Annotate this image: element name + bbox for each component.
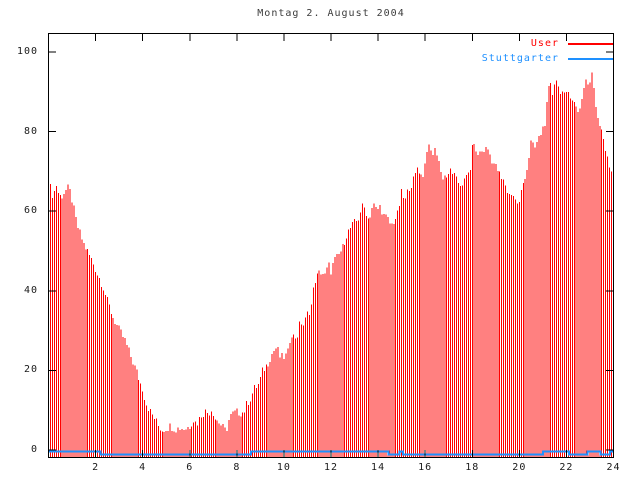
stuttgarter-step-line	[48, 450, 614, 456]
x-tick-label: 6	[186, 462, 194, 473]
x-tick-label: 14	[371, 462, 386, 473]
y-tick-label: 40	[23, 284, 38, 296]
legend-item-stuttgarter: Stuttgarter	[482, 51, 613, 66]
plot-frame	[48, 33, 614, 458]
legend-line-sample-user	[568, 42, 613, 45]
legend-line-sample-stuttgarter	[568, 57, 613, 60]
y-tick-label: 20	[23, 364, 38, 376]
x-tick-label: 10	[276, 462, 291, 473]
legend-label-stuttgarter: Stuttgarter	[481, 53, 559, 64]
x-tick-label: 22	[559, 462, 574, 473]
legend-label-user: User	[530, 38, 559, 49]
x-tick-label: 12	[323, 462, 339, 473]
y-tick-label: 0	[30, 444, 38, 455]
legend: User Stuttgarter	[482, 36, 613, 66]
chart-title: Montag 2. August 2004	[257, 8, 405, 19]
y-tick-label: 60	[23, 205, 38, 217]
y-tick-label: 80	[23, 125, 38, 137]
x-tick-label: 18	[465, 462, 480, 473]
x-tick-label: 4	[139, 462, 147, 473]
x-tick-label: 8	[233, 462, 241, 473]
legend-item-user: User	[482, 36, 613, 51]
y-tick-label: 100	[16, 46, 38, 57]
x-tick-label: 16	[418, 462, 433, 473]
x-tick-label: 20	[512, 462, 527, 473]
x-tick-label: 24	[606, 462, 621, 473]
x-tick-label: 2	[92, 462, 100, 473]
